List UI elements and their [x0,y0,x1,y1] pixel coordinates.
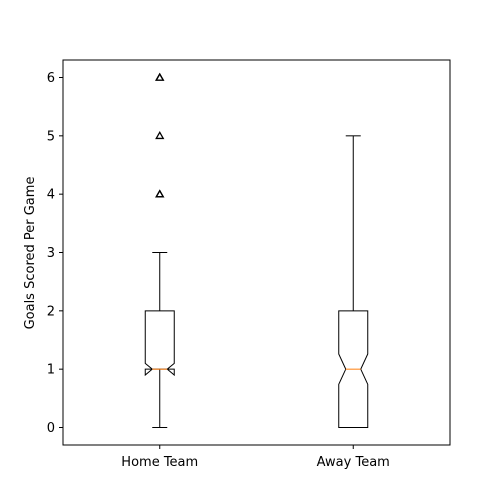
box-home-team [144,72,175,428]
y-tick-label: 0 [47,421,55,436]
y-tick-label: 5 [47,129,55,144]
outlier-point [155,131,165,140]
x-tick-label: Away Team [317,455,390,470]
y-tick-label: 1 [47,363,55,378]
box-away-team [338,135,369,428]
y-tick-label: 3 [47,246,55,261]
y-tick-label: 2 [47,304,55,319]
outlier-point [155,189,165,198]
plot-frame [62,59,451,446]
notched-box [144,310,175,377]
y-tick-label: 6 [47,71,55,86]
y-tick-label: 4 [47,188,55,203]
outlier-point [155,72,165,81]
x-tick-label: Home Team [121,455,198,470]
notched-box [338,310,369,428]
y-axis-label: Goals Scored Per Game [23,177,38,330]
